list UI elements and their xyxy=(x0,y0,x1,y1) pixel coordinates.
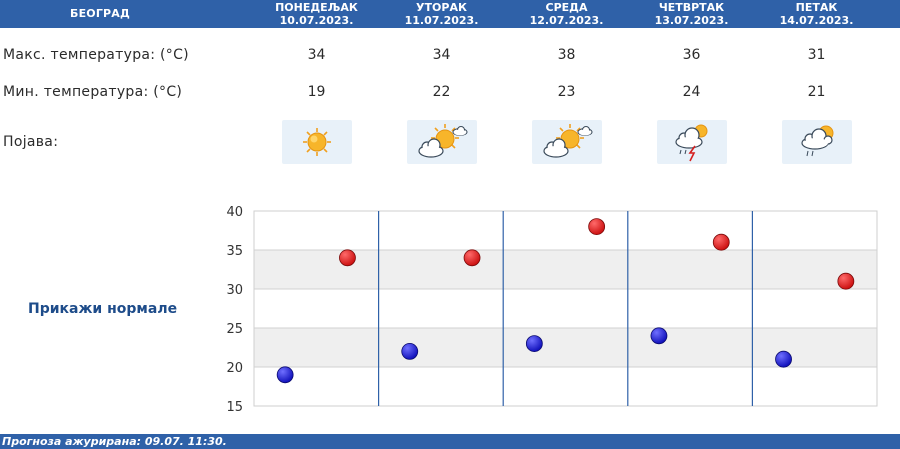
max-temp-point xyxy=(712,233,730,251)
day-date: 13.07.2023. xyxy=(654,14,729,27)
y-tick-label: 25 xyxy=(226,322,243,337)
max-temp-point xyxy=(463,249,481,267)
day-name: ПЕТАК xyxy=(795,1,838,14)
sunny-icon xyxy=(282,120,352,164)
phenomenon-label: Појава: xyxy=(3,134,59,150)
day-date: 10.07.2023. xyxy=(279,14,354,27)
min-temp-value: 23 xyxy=(557,84,576,100)
day-date: 14.07.2023. xyxy=(779,14,854,27)
grid-band xyxy=(254,250,877,289)
temperature-chart: 15 20 25 30 35 40 xyxy=(226,205,878,415)
min-temp-point xyxy=(276,366,294,384)
day-name: СРЕДА xyxy=(545,1,588,14)
grid-band xyxy=(254,328,877,367)
min-temp-value: 22 xyxy=(432,84,451,100)
min-temp-label: Мин. температура: (°C) xyxy=(3,84,183,100)
day-date: 11.07.2023. xyxy=(404,14,479,27)
min-temp-value: 24 xyxy=(682,84,701,100)
day-header-friday: ПЕТАК 14.07.2023. xyxy=(754,0,879,29)
max-temp-value: 34 xyxy=(307,47,326,63)
forecast-header: БЕОГРАД ПОНЕДЕЉАК 10.07.2023. УТОРАК 11.… xyxy=(0,0,900,28)
max-temp-value: 38 xyxy=(557,47,576,63)
day-name: УТОРАК xyxy=(416,1,467,14)
y-tick-label: 40 xyxy=(226,205,243,220)
partly-cloudy-icon xyxy=(407,120,477,164)
y-tick-label: 15 xyxy=(226,400,243,415)
max-temp-point xyxy=(588,218,606,236)
max-temp-value: 36 xyxy=(682,47,701,63)
day-date: 12.07.2023. xyxy=(529,14,604,27)
plot-frame xyxy=(253,210,878,407)
min-temp-point xyxy=(401,342,419,360)
max-temp-value: 31 xyxy=(807,47,826,63)
thunderstorm-icon xyxy=(657,120,727,164)
min-temp-value: 19 xyxy=(307,84,326,100)
day-name: ЧЕТВРТАК xyxy=(658,1,725,14)
min-temp-point xyxy=(525,335,543,353)
min-temp-point xyxy=(650,327,668,345)
day-header-wednesday: СРЕДА 12.07.2023. xyxy=(504,0,629,29)
forecast-updated: Прогноза ажурирана: 09.07. 11:30. xyxy=(2,435,227,448)
day-header-thursday: ЧЕТВРТАК 13.07.2023. xyxy=(629,0,754,29)
day-name: ПОНЕДЕЉАК xyxy=(275,1,358,14)
max-temp-point xyxy=(339,249,356,267)
city-name: БЕОГРАД xyxy=(69,7,131,20)
y-tick-label: 30 xyxy=(226,283,243,298)
max-temp-value: 34 xyxy=(432,47,451,63)
day-header-monday: ПОНЕДЕЉАК 10.07.2023. xyxy=(254,0,379,29)
cloudy-rain-icon xyxy=(782,120,852,164)
partly-cloudy-icon xyxy=(532,120,602,164)
min-temp-value: 21 xyxy=(807,84,826,100)
max-temp-point xyxy=(837,272,855,290)
max-temp-label: Макс. температура: (°C) xyxy=(3,47,189,63)
show-normals-link[interactable]: Прикажи нормале xyxy=(28,301,178,317)
y-tick-label: 20 xyxy=(226,361,243,376)
min-temp-point xyxy=(775,350,792,368)
footer-bar: Прогноза ажурирана: 09.07. 11:30. xyxy=(0,434,900,449)
day-header-tuesday: УТОРАК 11.07.2023. xyxy=(379,0,504,29)
y-tick-label: 35 xyxy=(226,244,243,259)
